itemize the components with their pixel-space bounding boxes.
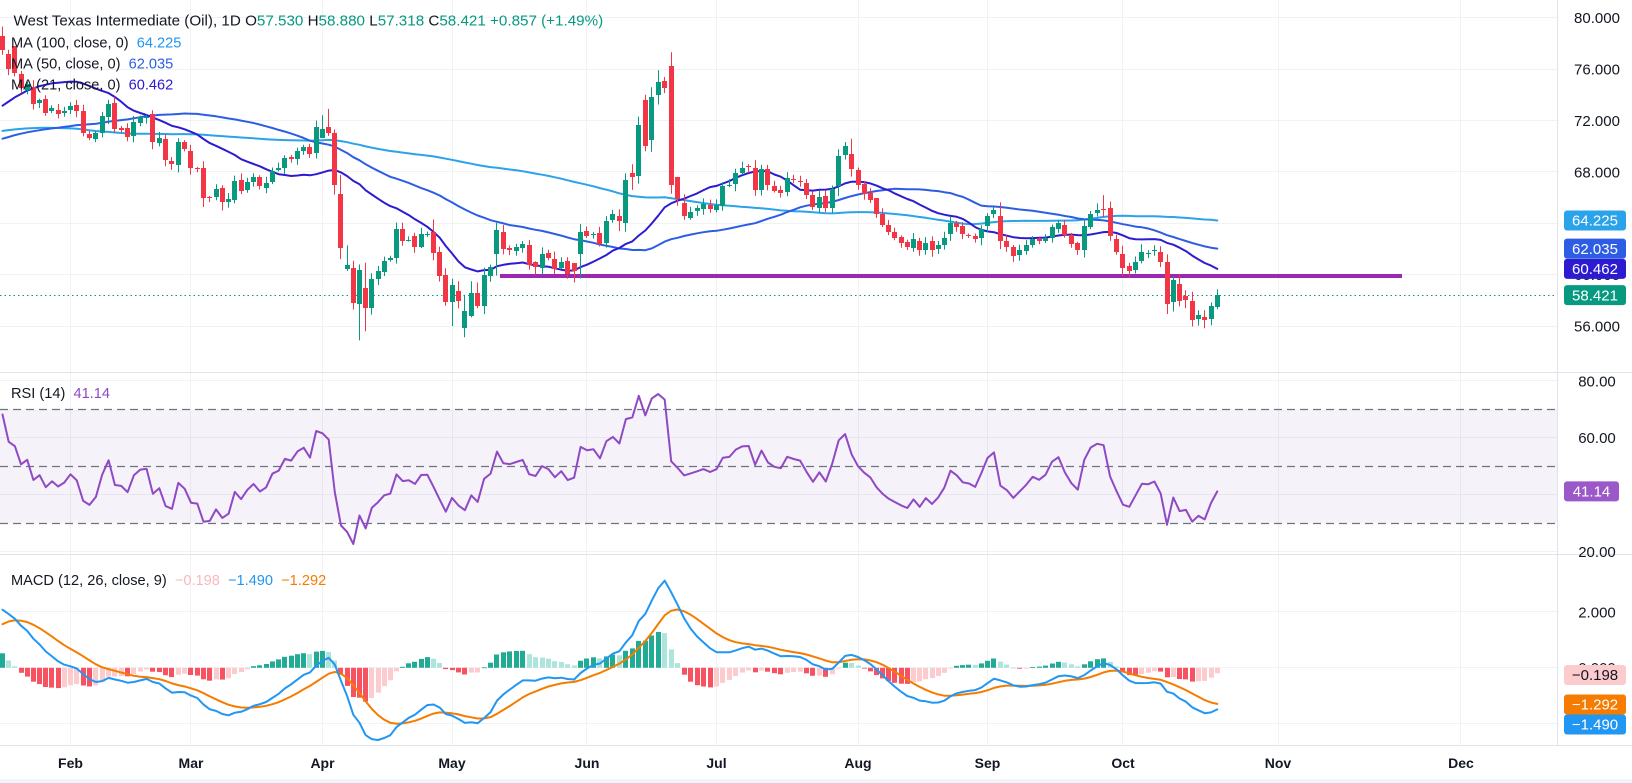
svg-text:West Texas Intermediate (Oil),: West Texas Intermediate (Oil), 1D O57.53… [14, 13, 604, 30]
svg-text:Oct: Oct [1111, 755, 1135, 771]
svg-text:−1.490: −1.490 [1572, 717, 1618, 734]
svg-text:Jul: Jul [706, 755, 726, 771]
svg-text:May: May [438, 755, 465, 771]
svg-text:−0.198: −0.198 [1572, 667, 1618, 684]
svg-text:Apr: Apr [310, 755, 335, 771]
svg-text:58.421: 58.421 [1572, 287, 1618, 304]
svg-text:60.462: 60.462 [1572, 261, 1618, 278]
svg-text:Jun: Jun [575, 755, 600, 771]
svg-text:Sep: Sep [975, 755, 1001, 771]
svg-text:80.000: 80.000 [1574, 10, 1620, 27]
svg-text:RSI (14) 41.14: RSI (14) 41.14 [11, 386, 110, 402]
svg-text:MACD (12, 26, close, 9) −0.19: MACD (12, 26, close, 9) −0.198 −1.490 −1… [11, 573, 326, 589]
svg-text:Dec: Dec [1448, 755, 1474, 771]
svg-text:68.000: 68.000 [1574, 164, 1620, 181]
svg-text:MA (21, close, 0) 60.462: MA (21, close, 0) 60.462 [11, 78, 173, 94]
svg-text:Aug: Aug [844, 755, 871, 771]
svg-text:56.000: 56.000 [1574, 319, 1620, 336]
svg-text:80.00: 80.00 [1578, 373, 1616, 390]
svg-text:64.225: 64.225 [1572, 213, 1618, 230]
svg-text:−1.292: −1.292 [1572, 697, 1618, 714]
svg-text:62.035: 62.035 [1572, 241, 1618, 258]
svg-text:Nov: Nov [1265, 755, 1292, 771]
svg-text:72.000: 72.000 [1574, 113, 1620, 130]
svg-text:2.000: 2.000 [1578, 604, 1616, 621]
svg-text:60.00: 60.00 [1578, 430, 1616, 447]
svg-text:76.000: 76.000 [1574, 61, 1620, 78]
svg-text:20.00: 20.00 [1578, 544, 1616, 561]
svg-text:Mar: Mar [179, 755, 204, 771]
svg-text:41.14: 41.14 [1573, 484, 1611, 501]
svg-text:MA (50, close, 0) 62.035: MA (50, close, 0) 62.035 [11, 57, 173, 73]
svg-text:MA (100, close, 0) 64.225: MA (100, close, 0) 64.225 [11, 36, 181, 52]
svg-text:Feb: Feb [58, 755, 83, 771]
